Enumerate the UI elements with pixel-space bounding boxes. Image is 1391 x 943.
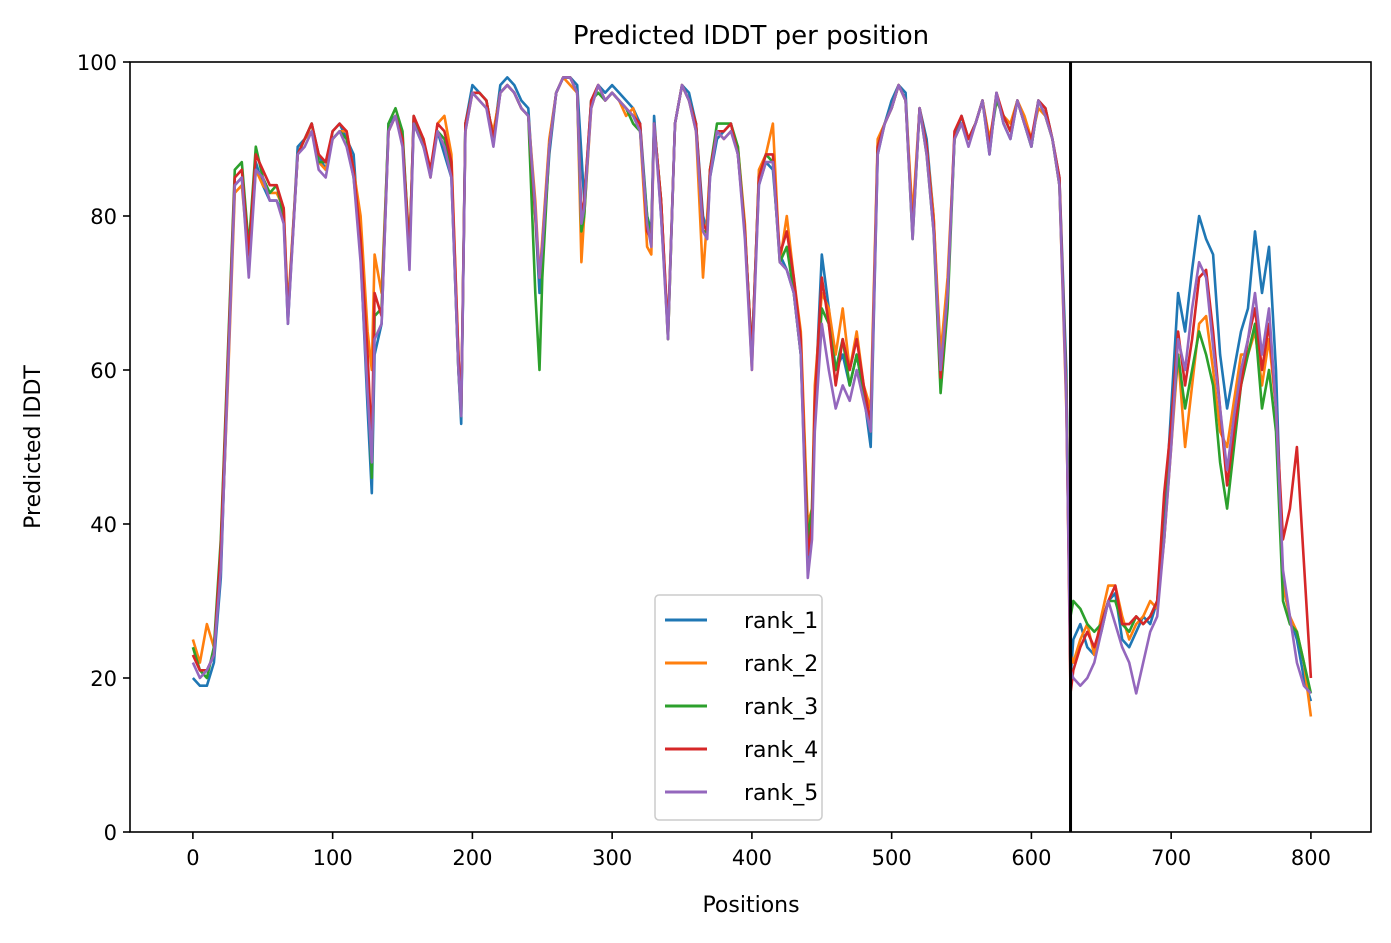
y-axis-ticks: 0 20 40 60 80 100 — [77, 51, 130, 845]
legend-label: rank_2 — [744, 652, 818, 677]
legend: rank_1 rank_2 rank_3 rank_4 rank_5 — [654, 594, 823, 821]
legend-box — [654, 594, 823, 821]
y-tick-label: 100 — [77, 51, 117, 75]
x-tick-label: 600 — [1011, 846, 1051, 870]
y-tick-label: 80 — [90, 205, 117, 229]
legend-label: rank_4 — [744, 738, 818, 763]
y-tick-label: 0 — [104, 821, 117, 845]
y-tick-label: 40 — [90, 513, 117, 537]
x-tick-label: 300 — [592, 846, 632, 870]
x-tick-label: 200 — [452, 846, 492, 870]
series-line-rank-5 — [191, 76, 1312, 695]
y-tick-label: 60 — [90, 359, 117, 383]
x-tick-label: 800 — [1291, 846, 1331, 870]
y-tick-label: 20 — [90, 667, 117, 691]
y-axis-label: Predicted lDDT — [21, 365, 46, 529]
x-tick-label: 500 — [872, 846, 912, 870]
x-tick-label: 700 — [1151, 846, 1191, 870]
x-tick-label: 100 — [313, 846, 353, 870]
x-axis-ticks: 0 100 200 300 400 500 600 700 800 — [186, 832, 1331, 870]
chart-title: Predicted lDDT per position — [573, 21, 929, 51]
x-axis-label: Positions — [702, 893, 799, 918]
plot-frame — [129, 61, 1372, 833]
legend-label: rank_3 — [744, 695, 818, 720]
x-tick-label: 0 — [186, 846, 199, 870]
plot-lines — [191, 76, 1313, 717]
legend-label: rank_5 — [744, 781, 818, 806]
x-tick-label: 400 — [732, 846, 772, 870]
legend-label: rank_1 — [744, 609, 818, 634]
